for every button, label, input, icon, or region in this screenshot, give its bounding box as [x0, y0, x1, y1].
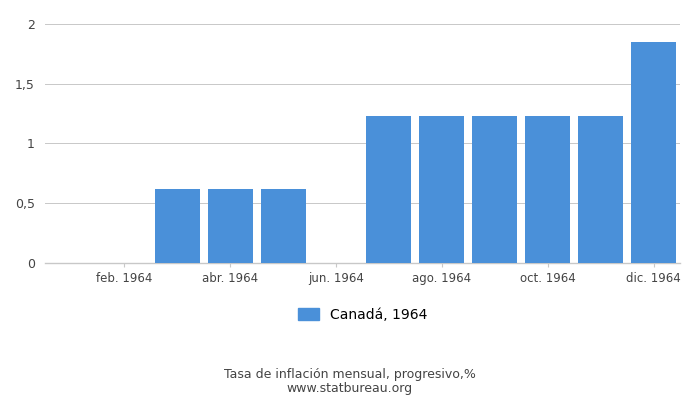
Bar	[631, 42, 676, 263]
Bar	[366, 116, 412, 263]
Bar	[525, 116, 570, 263]
Text: www.statbureau.org: www.statbureau.org	[287, 382, 413, 395]
Bar	[419, 116, 464, 263]
Text: Tasa de inflación mensual, progresivo,%: Tasa de inflación mensual, progresivo,%	[224, 368, 476, 381]
Legend: Canadá, 1964: Canadá, 1964	[298, 308, 427, 322]
Bar	[208, 189, 253, 263]
Bar	[473, 116, 517, 263]
Bar	[155, 189, 199, 263]
Bar	[578, 116, 623, 263]
Bar	[260, 189, 305, 263]
